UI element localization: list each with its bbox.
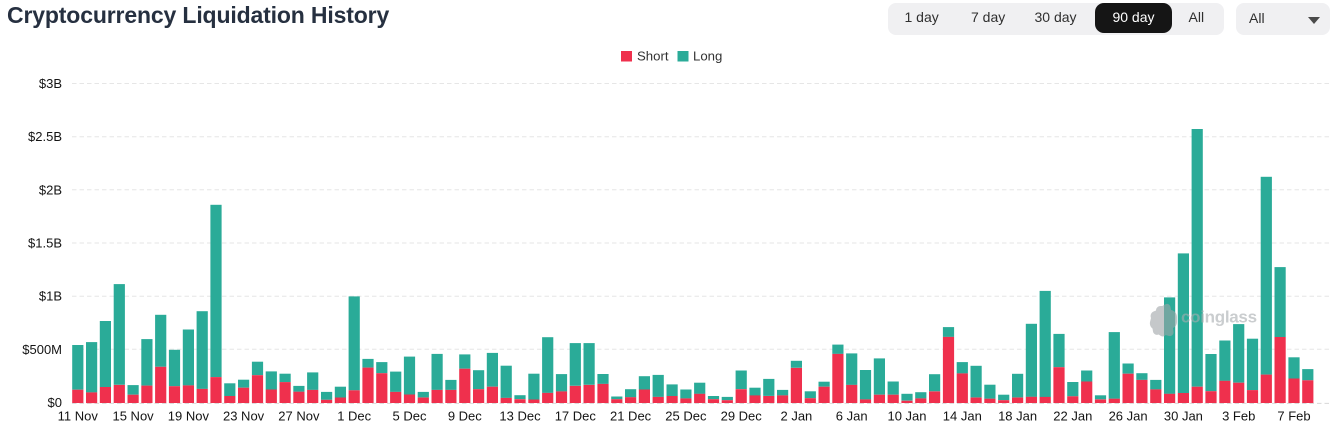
- svg-text:$1B: $1B: [39, 289, 62, 304]
- svg-text:17 Dec: 17 Dec: [555, 408, 597, 423]
- svg-text:6 Jan: 6 Jan: [836, 408, 868, 423]
- svg-text:9 Dec: 9 Dec: [448, 408, 482, 423]
- svg-text:$0: $0: [48, 395, 62, 410]
- svg-text:10 Jan: 10 Jan: [887, 408, 926, 423]
- svg-text:27 Nov: 27 Nov: [278, 408, 320, 423]
- svg-text:$2.5B: $2.5B: [28, 129, 62, 144]
- svg-text:13 Dec: 13 Dec: [499, 408, 541, 423]
- svg-text:coinglass: coinglass: [1181, 308, 1257, 327]
- svg-text:19 Nov: 19 Nov: [168, 408, 210, 423]
- svg-text:11 Nov: 11 Nov: [58, 408, 99, 423]
- svg-text:5 Dec: 5 Dec: [393, 408, 427, 423]
- svg-text:3 Feb: 3 Feb: [1222, 408, 1255, 423]
- svg-text:21 Dec: 21 Dec: [610, 408, 652, 423]
- svg-text:7 Feb: 7 Feb: [1277, 408, 1310, 423]
- svg-text:30 Jan: 30 Jan: [1164, 408, 1203, 423]
- svg-text:23 Nov: 23 Nov: [223, 408, 265, 423]
- svg-text:18 Jan: 18 Jan: [998, 408, 1037, 423]
- svg-text:25 Dec: 25 Dec: [665, 408, 707, 423]
- svg-text:26 Jan: 26 Jan: [1109, 408, 1148, 423]
- svg-text:22 Jan: 22 Jan: [1053, 408, 1092, 423]
- svg-text:1 Dec: 1 Dec: [337, 408, 371, 423]
- svg-text:$3B: $3B: [39, 76, 62, 91]
- svg-text:$2B: $2B: [39, 182, 62, 197]
- svg-text:14 Jan: 14 Jan: [943, 408, 982, 423]
- svg-text:29 Dec: 29 Dec: [721, 408, 763, 423]
- svg-text:$500M: $500M: [22, 342, 62, 357]
- svg-text:Short: Short: [637, 49, 669, 64]
- svg-text:$1.5B: $1.5B: [28, 236, 62, 251]
- svg-text:2 Jan: 2 Jan: [780, 408, 812, 423]
- svg-text:Long: Long: [693, 49, 722, 64]
- svg-text:15 Nov: 15 Nov: [112, 408, 154, 423]
